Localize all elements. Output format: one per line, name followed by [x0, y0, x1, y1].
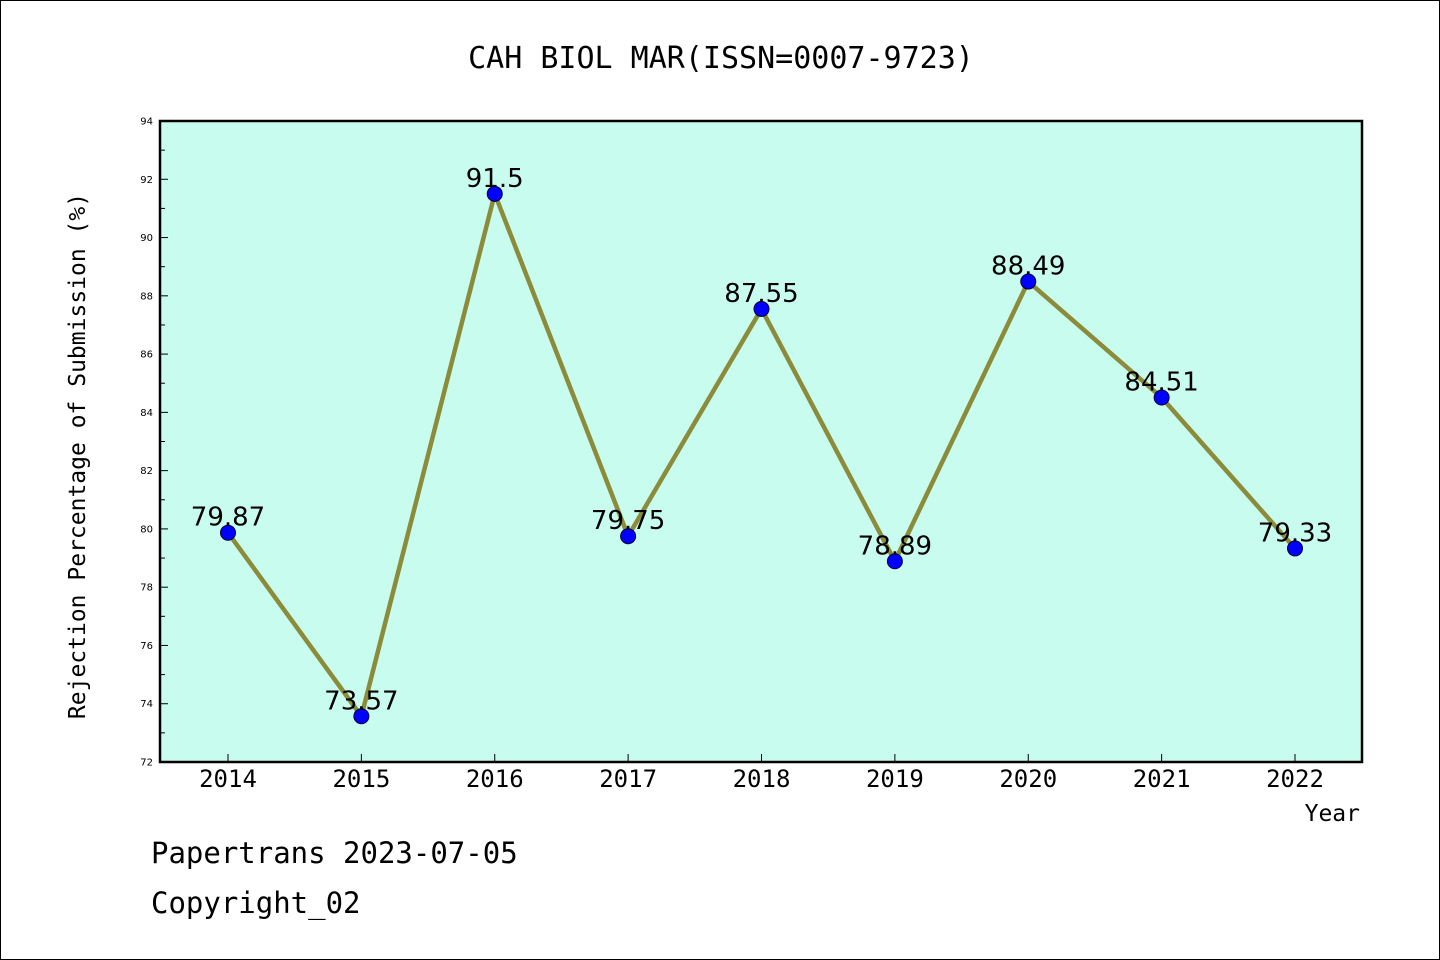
x-tick-label: 2017 [599, 765, 657, 793]
footer-date: Papertrans 2023-07-05 [151, 836, 518, 870]
series-line [225, 191, 1298, 719]
data-label-2014: 79.87 [191, 503, 265, 533]
x-tick-label: 2019 [866, 765, 924, 793]
data-point-2016 [486, 185, 503, 202]
line-segment [225, 530, 364, 719]
x-tick-label: 2021 [1133, 765, 1191, 793]
data-point-2021 [1153, 389, 1170, 406]
y-tick-label: 90 [140, 233, 153, 244]
data-point-2017 [620, 528, 637, 545]
y-tick-label: 88 [140, 291, 153, 302]
y-tick-label: 84 [140, 408, 153, 419]
y-tick-label: 72 [140, 758, 153, 769]
series-markers [220, 185, 1303, 725]
plot-area [160, 121, 1362, 762]
x-tick-label: 2015 [332, 765, 390, 793]
data-label-2019: 78.89 [858, 531, 932, 561]
data-label-2017: 79.75 [591, 506, 665, 536]
y-tick-label: 74 [140, 699, 153, 710]
plot-frame [158, 119, 1364, 764]
y-tick-label: 82 [140, 466, 153, 477]
data-labels: 79.87 73.57 91.5 79.75 87.55 78.89 88.49 84.51 7… [191, 164, 1332, 716]
line-segment [759, 306, 898, 564]
y-tick-label: 76 [140, 641, 153, 652]
data-point-2015 [353, 708, 370, 725]
x-tick-label: 2014 [199, 765, 257, 793]
x-tick-label: 2022 [1266, 765, 1324, 793]
line-segment [359, 191, 497, 719]
y-tick-label: 92 [140, 175, 153, 186]
y-tick-label: 80 [140, 524, 153, 535]
y-tick-label: 78 [140, 583, 153, 594]
y-axis-label: Rejection Percentage of Submission (%) [65, 193, 91, 719]
line-segment [1026, 279, 1164, 400]
data-label-2016: 91.5 [466, 164, 524, 194]
data-label-2018: 87.55 [724, 279, 798, 309]
data-point-2022 [1287, 540, 1303, 557]
y-tick-label: 86 [140, 350, 153, 361]
y-axis: 72 74 76 78 80 82 84 86 88 90 92 94 [140, 117, 168, 769]
y-tick-label: 94 [140, 117, 153, 128]
data-label-2015: 73.57 [324, 686, 398, 716]
data-point-2018 [753, 300, 770, 317]
x-tick-label: 2020 [999, 765, 1057, 793]
data-label-2022: 79.33 [1258, 518, 1332, 548]
data-point-2020 [1020, 273, 1037, 290]
x-axis-label: Year [1305, 801, 1360, 827]
data-point-2019 [886, 553, 903, 570]
data-point-2014 [220, 524, 236, 541]
x-tick-label: 2016 [466, 765, 524, 793]
line-segment [1159, 395, 1298, 551]
line-segment [625, 306, 764, 539]
footer-copyright: Copyright_02 [151, 886, 361, 920]
x-axis: 2014 2015 2016 2017 2018 2019 2020 2021 2022 [199, 754, 1324, 793]
chart-title: CAH BIOL MAR(ISSN=0007-9723) [468, 41, 974, 76]
line-segment [892, 279, 1031, 564]
line-segment [492, 191, 631, 539]
data-label-2020: 88.49 [991, 252, 1065, 282]
data-label-2021: 84.51 [1124, 368, 1198, 398]
x-tick-label: 2018 [733, 765, 791, 793]
